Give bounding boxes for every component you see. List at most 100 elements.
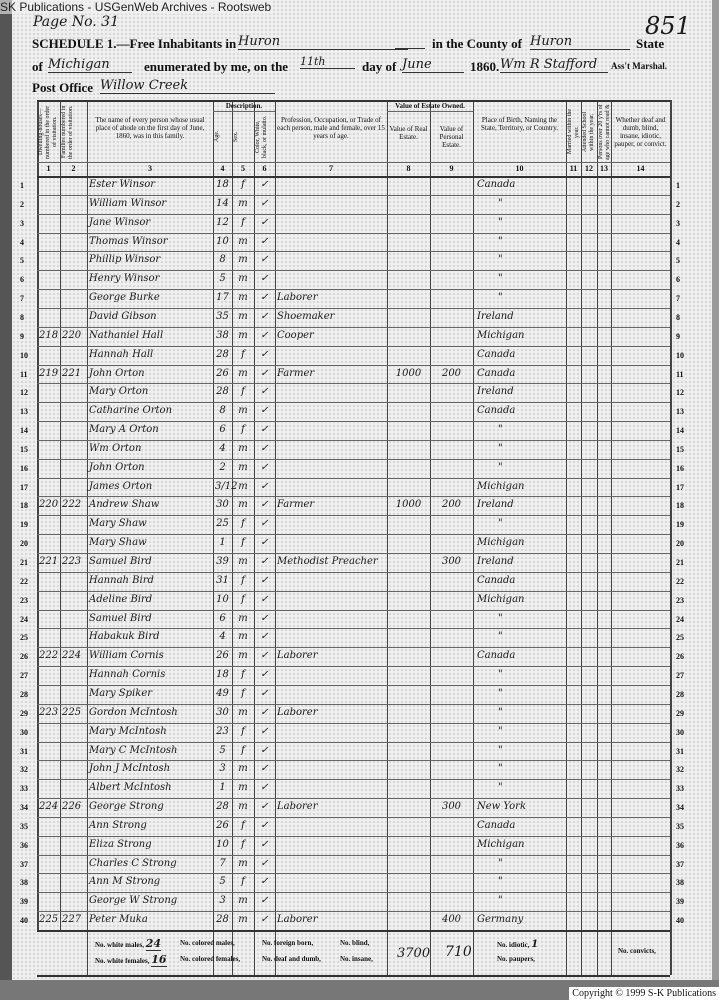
color: ✓	[260, 216, 269, 228]
row-rule	[37, 590, 670, 592]
line-number: 5	[676, 256, 680, 266]
person-name: George Strong	[89, 801, 164, 813]
column-header-9: Value of Personal Estate.	[439, 125, 464, 149]
birthplace: "	[498, 876, 503, 888]
line-number: 30	[20, 727, 28, 737]
color: ✓	[260, 706, 269, 718]
line-number: 29	[20, 708, 28, 718]
color: ✓	[260, 348, 269, 360]
person-name: Eliza Strong	[89, 838, 152, 850]
row-rule	[37, 307, 670, 309]
age: 8	[219, 254, 226, 266]
color: ✓	[260, 914, 269, 926]
age: 28	[216, 801, 229, 813]
line-number: 2	[20, 199, 24, 209]
column-header-8: Value of Real Estate.	[389, 125, 428, 141]
person-name: Thomas Winsor	[89, 235, 168, 247]
row-rule	[37, 364, 670, 366]
row-rule	[37, 534, 670, 536]
person-name: George W Strong	[89, 895, 178, 907]
birthplace: Canada	[477, 348, 516, 360]
line-number: 34	[20, 803, 28, 813]
person-name: Hannah Bird	[89, 574, 154, 586]
column-rule	[597, 100, 598, 975]
blind-label: No. blind,	[340, 939, 370, 947]
row-rule	[37, 911, 670, 913]
sex: m	[238, 254, 248, 266]
line-number: 23	[20, 595, 28, 605]
line-number: 25	[20, 633, 28, 643]
column-number-2: 2	[71, 164, 76, 173]
line-number: 37	[20, 859, 28, 869]
divider	[395, 48, 425, 49]
column-rule	[473, 100, 474, 975]
line-number: 15	[20, 444, 28, 454]
column-rule	[430, 100, 431, 975]
row-rule	[37, 213, 670, 215]
line-number: 16	[676, 463, 684, 473]
family-number: 222	[62, 499, 82, 511]
person-name: Andrew Shaw	[89, 499, 160, 511]
color: ✓	[260, 687, 269, 699]
row-rule	[37, 232, 670, 234]
occupation: Methodist Preacher	[277, 556, 378, 567]
birthplace: "	[498, 273, 503, 285]
sex: m	[238, 801, 248, 813]
column-header-14: Whether deaf and dumb, blind, insane, id…	[614, 116, 667, 148]
line-number: 19	[676, 520, 684, 530]
row-rule	[37, 703, 670, 705]
occupation: Farmer	[277, 499, 315, 511]
birthplace: Germany	[477, 914, 524, 926]
person-name: Mary Orton	[89, 386, 149, 398]
line-number: 35	[20, 821, 28, 831]
line-number: 25	[676, 633, 684, 643]
line-number: 8	[676, 312, 680, 322]
of-label: of	[32, 59, 43, 74]
color: ✓	[260, 819, 269, 831]
row-rule	[37, 194, 670, 196]
person-name: Nathaniel Hall	[89, 329, 164, 341]
birthplace: "	[498, 461, 503, 473]
sex: m	[238, 857, 248, 869]
birthplace: Michigan	[477, 329, 525, 341]
color: ✓	[260, 424, 269, 436]
line-number: 19	[20, 520, 28, 530]
color: ✓	[260, 273, 269, 285]
row-rule	[37, 628, 670, 630]
birthplace: "	[498, 518, 503, 530]
occupation: Laborer	[277, 706, 318, 718]
person-name: Albert McIntosh	[89, 782, 172, 794]
row-rule	[37, 383, 670, 385]
color: ✓	[260, 254, 269, 266]
person-name: Phillip Winsor	[89, 254, 161, 266]
column-rule	[670, 100, 672, 975]
color: ✓	[260, 725, 269, 737]
dwelling-number: 219	[39, 367, 59, 379]
personal-estate-value: 300	[441, 556, 462, 567]
dwelling-number: 222	[39, 650, 59, 662]
line-number: 11	[20, 369, 28, 379]
row-rule	[37, 326, 670, 328]
line-number: 12	[676, 388, 684, 398]
person-name: Ann Strong	[89, 819, 147, 831]
row-rule	[37, 892, 670, 894]
line-number: 4	[20, 237, 24, 247]
foreign-born-label: No. foreign born,	[262, 939, 314, 947]
line-number: 40	[20, 916, 28, 926]
column-number-13: 13	[600, 164, 608, 173]
line-number: 8	[20, 312, 24, 322]
line-number: 34	[676, 803, 684, 813]
color: ✓	[260, 537, 269, 549]
color: ✓	[260, 442, 269, 454]
row-rule	[37, 647, 670, 649]
person-name: Henry Winsor	[89, 273, 160, 285]
age: 6	[219, 424, 226, 436]
line-number: 28	[676, 689, 684, 699]
row-rule	[37, 684, 670, 686]
line-number: 26	[20, 652, 28, 662]
line-number: 30	[676, 727, 684, 737]
column-rule	[60, 100, 61, 930]
color: ✓	[260, 405, 269, 417]
birthplace: Michigan	[477, 537, 525, 549]
sex: f	[241, 593, 245, 605]
